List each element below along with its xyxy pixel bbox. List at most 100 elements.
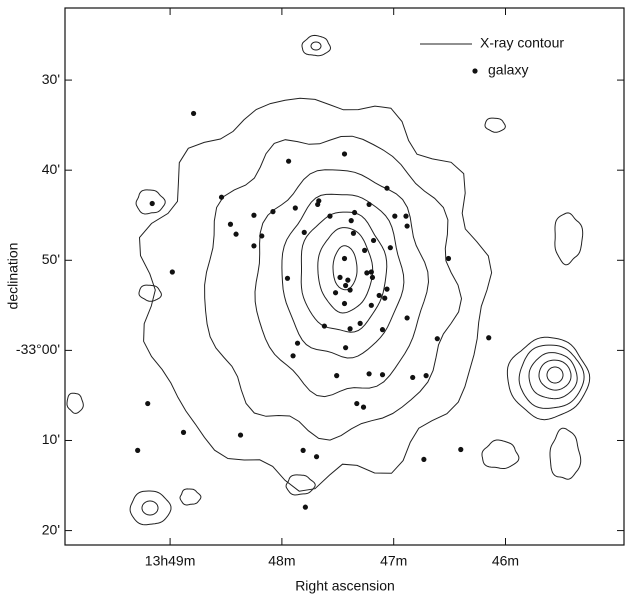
contour	[549, 427, 582, 480]
x-tick-label: 47m	[380, 553, 407, 569]
plot-frame	[64, 7, 625, 546]
galaxy-point	[486, 335, 492, 341]
contour	[332, 245, 358, 291]
contour	[538, 359, 572, 391]
galaxy-point	[343, 282, 349, 289]
contour	[554, 212, 584, 266]
galaxy-point	[301, 229, 307, 235]
galaxy-point	[292, 205, 298, 211]
galaxy-point	[376, 292, 382, 299]
galaxy-point	[321, 323, 327, 329]
galaxy-point	[434, 336, 440, 342]
legend-marker	[472, 68, 478, 74]
y-tick-label: 20'	[42, 521, 60, 537]
contour	[204, 135, 463, 441]
galaxy-point	[382, 295, 388, 301]
galaxy-point	[227, 221, 234, 227]
galaxy-point	[290, 353, 296, 359]
galaxy-point	[341, 151, 348, 157]
galaxy-point	[313, 454, 320, 460]
galaxy-point	[190, 110, 197, 117]
y-tick-label: 50'	[42, 251, 60, 267]
contour	[300, 211, 388, 333]
galaxy-point	[384, 185, 390, 191]
galaxy-point	[169, 269, 175, 275]
galaxy-point	[403, 213, 409, 219]
galaxy-point	[270, 209, 276, 215]
galaxy-point	[445, 255, 452, 262]
galaxy-point	[218, 194, 225, 200]
galaxy-point	[364, 270, 370, 276]
galaxy-point	[135, 447, 141, 453]
galaxy-point	[259, 233, 265, 239]
galaxy-point	[316, 198, 322, 204]
galaxy-point	[284, 275, 291, 281]
galaxy-point	[286, 158, 292, 164]
contour	[481, 439, 520, 469]
galaxy-point	[366, 371, 372, 377]
galaxy-point	[251, 243, 257, 249]
contour	[141, 500, 159, 516]
x-tick-label: 46m	[492, 553, 519, 569]
contour	[546, 366, 564, 384]
contours	[66, 34, 591, 526]
galaxy-point	[350, 230, 357, 236]
contour	[66, 392, 84, 414]
contour	[138, 97, 493, 492]
galaxy-point	[392, 213, 398, 219]
contour	[135, 189, 166, 215]
galaxy-point	[379, 327, 386, 333]
contour	[518, 344, 585, 409]
x-axis-label: Right ascension	[295, 578, 395, 594]
contour	[138, 284, 162, 302]
galaxy-point	[360, 404, 367, 410]
galaxy-point	[237, 432, 244, 438]
galaxy-point	[404, 223, 410, 229]
galaxy-point	[368, 269, 374, 275]
galaxy-point	[354, 400, 360, 407]
galaxy-point	[387, 245, 393, 251]
galaxy-point	[369, 274, 376, 281]
galaxy-point	[334, 373, 340, 379]
galaxy-point	[347, 287, 353, 293]
galaxy-point	[458, 446, 464, 453]
galaxy-point	[410, 374, 416, 381]
legend-label: galaxy	[488, 62, 528, 78]
galaxy-point	[294, 340, 301, 346]
galaxy-point	[368, 302, 374, 308]
contour	[310, 41, 322, 51]
galaxy-point	[370, 237, 377, 244]
galaxy-point	[327, 213, 333, 219]
contour	[317, 227, 374, 314]
galaxy-point	[149, 200, 155, 207]
galaxy-point	[347, 326, 353, 332]
galaxy-point	[233, 231, 239, 237]
contour	[285, 474, 316, 496]
y-tick-label: 40'	[42, 161, 60, 177]
galaxy-point	[379, 372, 386, 378]
galaxy-point	[302, 504, 308, 510]
y-tick-label: -33°00'	[16, 341, 60, 357]
y-axis-label: declination	[5, 243, 21, 310]
x-tick-label: 48m	[268, 553, 295, 569]
galaxy-point	[343, 345, 349, 351]
contour	[301, 34, 332, 57]
galaxy-point	[348, 218, 354, 224]
galaxy-point	[366, 201, 372, 208]
contour	[179, 488, 202, 506]
galaxy-point	[300, 447, 306, 453]
galaxy-point	[345, 277, 351, 283]
galaxy-point	[362, 247, 368, 253]
galaxy-point	[384, 286, 390, 292]
galaxy-point	[423, 373, 429, 379]
galaxy-point	[404, 315, 410, 321]
contour	[129, 490, 172, 526]
galaxy-point	[251, 212, 257, 218]
y-tick-label: 30'	[42, 71, 60, 87]
galaxy-point	[351, 209, 358, 216]
x-tick-label: 13h49m	[145, 553, 196, 569]
galaxy-point	[341, 300, 348, 307]
galaxy-point	[341, 255, 348, 262]
galaxy-point	[421, 456, 427, 463]
